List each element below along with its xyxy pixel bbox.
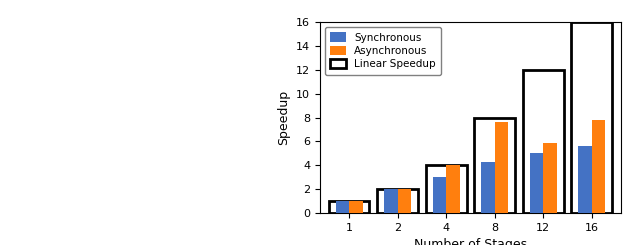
Bar [543, 143, 557, 213]
Bar [523, 70, 564, 213]
Bar [446, 165, 460, 213]
Bar [329, 201, 369, 213]
Bar [349, 201, 363, 213]
Bar [433, 177, 446, 213]
Legend: Synchronous, Asynchronous, Linear Speedup: Synchronous, Asynchronous, Linear Speedu… [325, 27, 441, 75]
Bar [572, 22, 612, 213]
Bar [578, 146, 592, 213]
Bar [377, 189, 418, 213]
Bar [481, 162, 495, 213]
Y-axis label: Speedup: Speedup [278, 90, 291, 145]
Bar [335, 201, 349, 213]
Bar [426, 165, 467, 213]
Bar [397, 189, 412, 213]
X-axis label: Number of Stages: Number of Stages [414, 238, 527, 245]
Bar [592, 120, 605, 213]
Bar [495, 122, 508, 213]
Bar [529, 153, 543, 213]
Bar [474, 118, 515, 213]
Bar [384, 189, 397, 213]
